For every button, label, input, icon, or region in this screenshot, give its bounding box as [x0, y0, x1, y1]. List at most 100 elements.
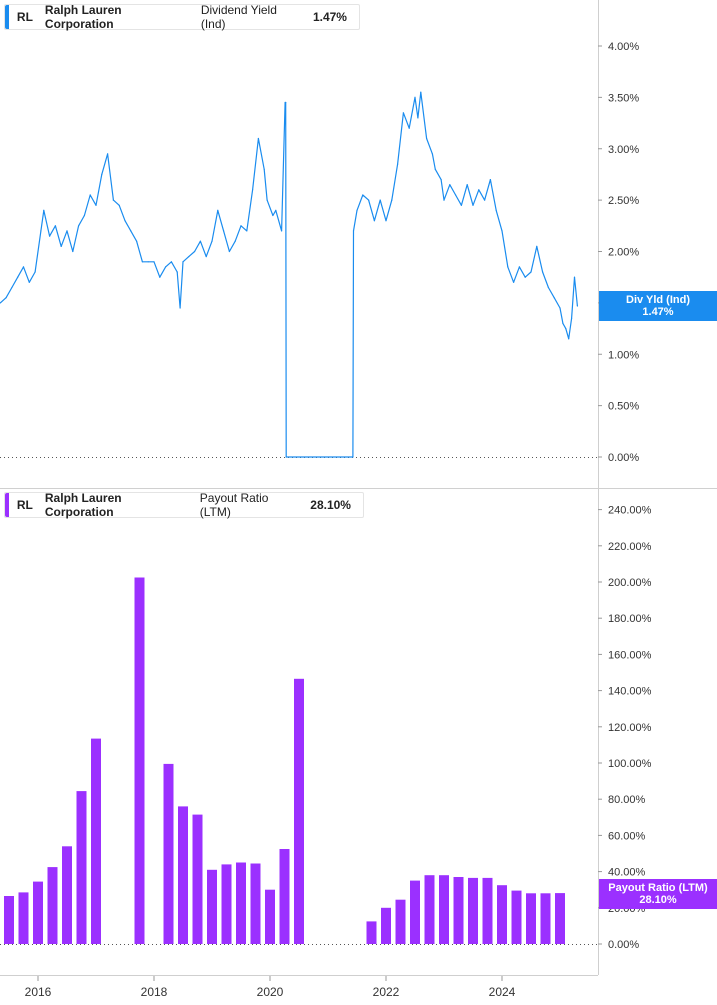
legend-bottom[interactable]: RL Ralph Lauren Corporation Payout Ratio… [4, 491, 364, 519]
dividend-yield-point [165, 266, 167, 268]
dividend-yield-point [234, 240, 236, 242]
legend-top[interactable]: RL Ralph Lauren Corporation Dividend Yie… [4, 3, 360, 31]
y-tick-label: 0.00% [608, 939, 639, 951]
dividend-yield-point [28, 281, 30, 283]
dividend-yield-point [362, 194, 364, 196]
bottom-y-axis: 0.00%20.00%40.00%60.00%80.00%100.00%120.… [598, 505, 652, 951]
dividend-yield-point [547, 286, 550, 289]
x-tick-label: 2018 [141, 985, 168, 999]
dividend-yield-point [179, 307, 181, 309]
dividend-yield-point [275, 209, 277, 211]
dividend-yield-point [562, 322, 564, 324]
dividend-yield-point [443, 199, 445, 201]
payout-ratio-bar [221, 864, 232, 944]
dividend-yield-point [460, 204, 462, 206]
dividend-yield-point [11, 286, 13, 289]
top-plot-area [0, 91, 598, 458]
legend-value: 1.47% [312, 10, 347, 24]
price-flag-payout-ratio: Payout Ratio (LTM) 28.10% [599, 879, 717, 909]
y-tick-label: 140.00% [608, 686, 652, 698]
top-y-axis: 0.00%0.50%1.00%1.50%2.00%2.50%3.00%3.50%… [598, 41, 639, 464]
price-flag-dividend-yield: Div Yld (Ind) 1.47% [599, 291, 717, 321]
dividend-yield-point [352, 456, 354, 458]
payout-ratio-bar [178, 806, 188, 944]
dividend-yield-point [281, 230, 283, 232]
dividend-yield-point [72, 250, 74, 253]
legend-ticker: RL [16, 10, 33, 24]
y-tick-label: 120.00% [608, 722, 652, 734]
payout-ratio-bar [497, 885, 507, 944]
dividend-yield-point [573, 276, 576, 278]
payout-ratio-bar [381, 907, 391, 944]
payout-ratio-bar [163, 763, 174, 944]
payout-ratio-bar [250, 863, 261, 944]
payout-ratio-bar [265, 889, 275, 944]
dividend-yield-point [373, 220, 375, 222]
legend-company: Ralph Lauren Corporation [44, 3, 122, 31]
dividend-yield-point [507, 266, 509, 268]
dividend-yield-point [379, 199, 381, 201]
payout-ratio-bar [482, 877, 493, 944]
dividend-yield-point [240, 225, 242, 227]
series-color-swatch [5, 493, 9, 517]
dividend-yield-point [49, 235, 51, 237]
dividend-yield-point [170, 261, 172, 263]
x-axis: 2016 2018 2020 2022 2024 [25, 976, 516, 999]
dividend-yield-point [455, 194, 457, 196]
dividend-yield-point [66, 230, 68, 232]
dividend-yield-point [228, 250, 230, 253]
dividend-yield-point [576, 305, 579, 307]
legend-ticker: RL [16, 498, 33, 512]
dividend-yield-point [285, 101, 287, 104]
y-tick-label: 200.00% [608, 577, 652, 589]
y-tick-label: 60.00% [608, 830, 646, 842]
dividend-yield-point [83, 214, 85, 217]
dividend-yield-point [434, 168, 436, 170]
dividend-yield-point [385, 220, 387, 222]
y-tick-label: 40.00% [608, 867, 646, 879]
dividend-yield-point [272, 214, 274, 217]
dividend-yield-point [124, 220, 126, 222]
dividend-yield-point [553, 297, 555, 299]
dividend-yield-point [43, 209, 45, 211]
payout-ratio-bar [76, 791, 87, 944]
dividend-yield-point [112, 199, 114, 201]
payout-ratio-bar [468, 877, 478, 944]
payout-ratio-bar [366, 921, 377, 944]
dividend-yield-point [101, 173, 103, 175]
dividend-yield-point [420, 91, 422, 93]
payout-ratio-bar [236, 862, 246, 944]
dividend-yield-point [159, 276, 161, 278]
dividend-yield-point [153, 261, 155, 263]
legend-metric: Payout Ratio (LTM) [199, 491, 269, 519]
payout-ratio-bar [4, 896, 14, 944]
dividend-yield-point [130, 230, 132, 232]
payout-ratio-bar [91, 738, 101, 944]
payout-ratio-bar [424, 875, 435, 944]
dividend-yield-point [568, 338, 570, 340]
dividend-yield-point [188, 256, 190, 258]
dividend-yield-point [5, 297, 7, 299]
dividend-yield-point [466, 184, 468, 186]
dividend-yield-point [536, 245, 538, 247]
dividend-yield-line [0, 91, 578, 458]
y-tick-label: 100.00% [608, 758, 652, 770]
dividend-yield-point [252, 189, 254, 191]
dividend-yield-point [408, 127, 410, 129]
y-tick-label: 2.00% [608, 247, 639, 259]
payout-ratio-bar [18, 892, 29, 944]
dividend-yield-point [559, 307, 561, 309]
legend-value: 28.10% [310, 498, 351, 512]
dividend-yield-point [182, 261, 184, 263]
y-tick-label: 160.00% [608, 649, 652, 661]
dividend-yield-point [518, 266, 521, 268]
dividend-yield-point [440, 179, 442, 181]
dividend-yield-point [414, 96, 416, 98]
y-tick-label: 180.00% [608, 613, 652, 625]
legend-company: Ralph Lauren Corporation [44, 491, 122, 519]
flag-value: 1.47% [642, 306, 674, 318]
y-tick-label: 220.00% [608, 541, 652, 553]
y-tick-label: 80.00% [608, 794, 646, 806]
payout-ratio-bar [395, 899, 406, 944]
payout-ratio-bar [207, 869, 217, 944]
